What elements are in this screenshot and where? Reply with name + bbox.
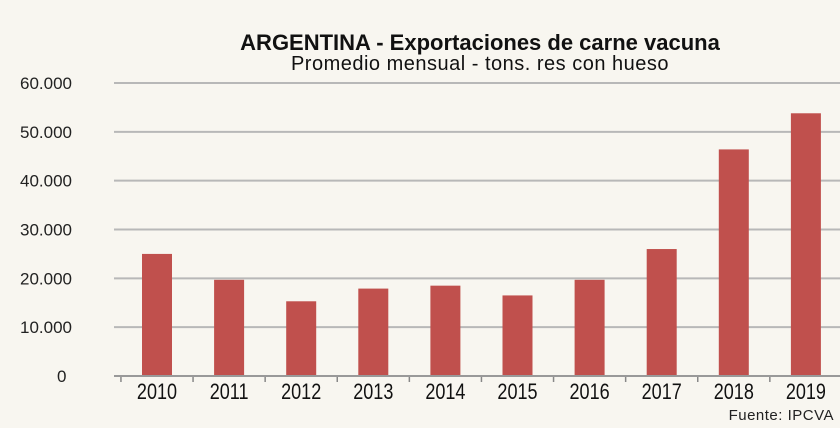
bar-2010 bbox=[142, 253, 172, 376]
x-tick-label: 2018 bbox=[714, 380, 754, 404]
x-tick-label: 2013 bbox=[353, 380, 393, 404]
bar-2017 bbox=[646, 249, 677, 376]
bar-2014 bbox=[430, 285, 461, 376]
x-tick-label: 2019 bbox=[786, 380, 826, 404]
y-tick-label: 0 bbox=[57, 367, 66, 386]
x-tick-label: 2017 bbox=[642, 380, 682, 404]
x-tick-label: 2012 bbox=[281, 380, 321, 404]
y-tick-label: 60.000 bbox=[20, 74, 72, 93]
bar-2011 bbox=[214, 279, 245, 376]
bar-2018 bbox=[718, 149, 749, 376]
y-tick-label: 10.000 bbox=[20, 318, 72, 337]
y-tick-label: 30.000 bbox=[20, 221, 72, 240]
bar-2013 bbox=[358, 288, 389, 376]
bar-2016 bbox=[574, 279, 605, 376]
x-tick-label: 2016 bbox=[570, 380, 610, 404]
bar-2019 bbox=[790, 113, 821, 376]
x-tick-label: 2015 bbox=[497, 380, 537, 404]
bar-2015 bbox=[502, 295, 533, 376]
y-tick-label: 40.000 bbox=[20, 172, 72, 191]
x-tick-label: 2011 bbox=[210, 380, 249, 404]
bar-2012 bbox=[286, 301, 317, 376]
source-note: Fuente: IPCVA bbox=[728, 407, 834, 424]
y-tick-label: 20.000 bbox=[20, 269, 72, 288]
x-tick-label: 2014 bbox=[425, 380, 465, 404]
chart-title: ARGENTINA - Exportaciones de carne vacun… bbox=[240, 30, 720, 55]
chart-subtitle: Promedio mensual - tons. res con hueso bbox=[290, 53, 670, 75]
x-tick-label: 2010 bbox=[137, 380, 177, 404]
y-tick-label: 50.000 bbox=[20, 123, 72, 142]
